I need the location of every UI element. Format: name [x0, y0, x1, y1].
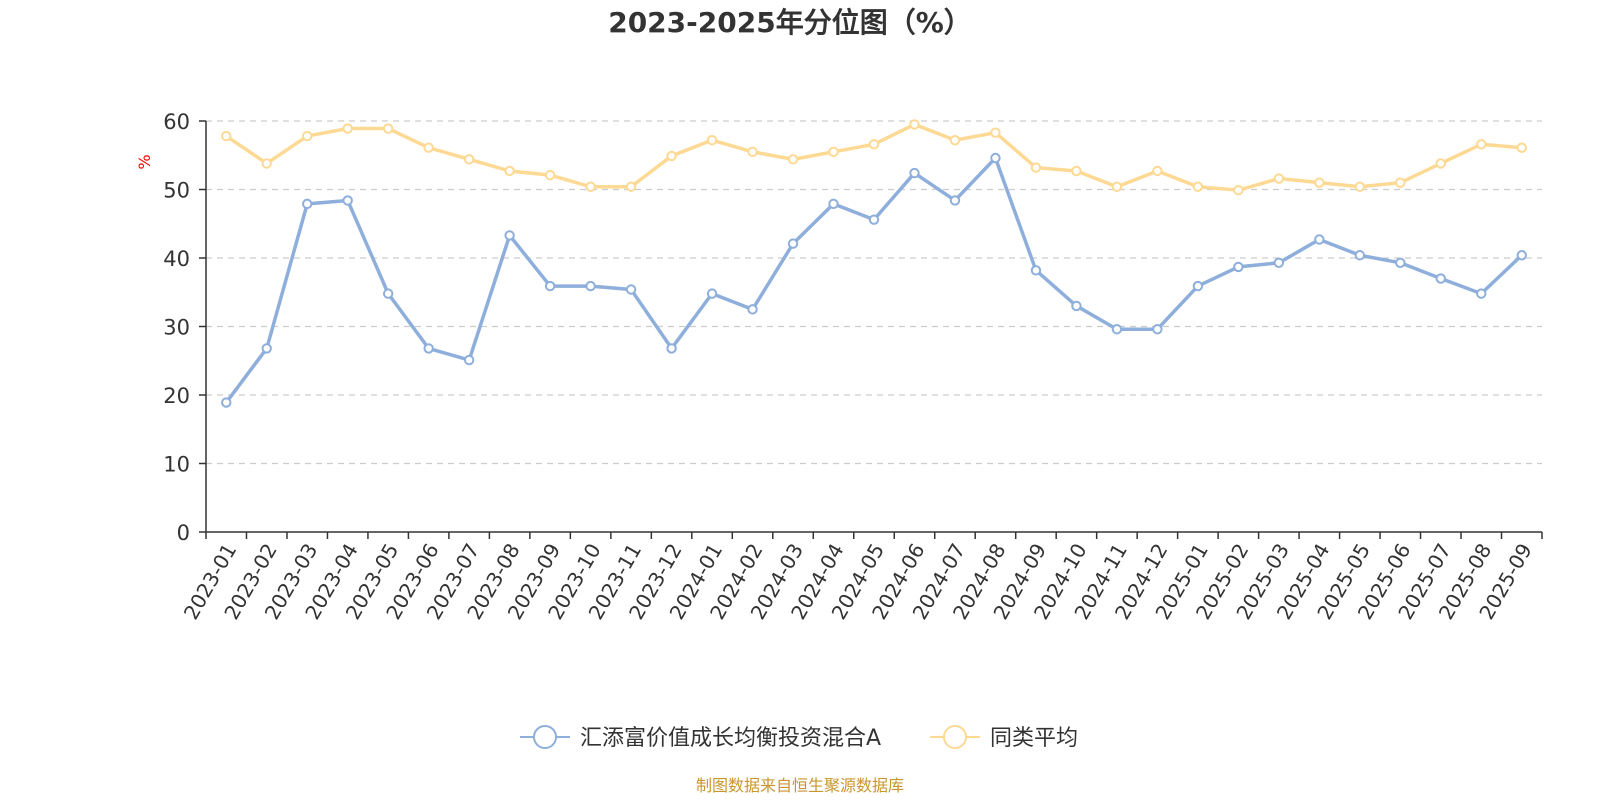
data-point-series-1[interactable]: [1516, 142, 1527, 153]
y-tick-label: 30: [163, 316, 190, 340]
data-point-series-1[interactable]: [1111, 181, 1123, 192]
data-point-series-0[interactable]: [585, 280, 596, 292]
data-point-series-0[interactable]: [1435, 273, 1446, 284]
data-point-series-0[interactable]: [1516, 250, 1527, 261]
data-point-series-1[interactable]: [787, 154, 799, 165]
data-point-series-0[interactable]: [625, 284, 637, 295]
data-point-series-1[interactable]: [1192, 181, 1204, 192]
data-point-series-1[interactable]: [828, 146, 839, 158]
data-point-series-0[interactable]: [423, 343, 434, 354]
data-point-series-1[interactable]: [625, 181, 637, 192]
data-point-series-0[interactable]: [221, 397, 232, 408]
data-point-series-1[interactable]: [1152, 165, 1163, 177]
data-point-series-1[interactable]: [706, 134, 718, 146]
data-point-series-1[interactable]: [382, 123, 394, 134]
data-point-series-0[interactable]: [1476, 288, 1487, 299]
data-point-series-0[interactable]: [706, 288, 718, 299]
y-tick-label: 20: [163, 384, 190, 408]
data-point-series-0[interactable]: [261, 343, 272, 354]
data-point-series-1[interactable]: [463, 154, 475, 165]
chart-title: 2023-2025年分位图（%）: [608, 6, 972, 39]
data-point-series-1[interactable]: [504, 165, 515, 177]
y-tick-label: 0: [177, 521, 190, 545]
data-point-series-0[interactable]: [1395, 257, 1406, 268]
data-point-series-1[interactable]: [585, 181, 596, 192]
data-point-series-0[interactable]: [990, 152, 1001, 164]
data-point-series-1[interactable]: [1395, 177, 1406, 188]
series-lines: [221, 119, 1527, 408]
grid-lines: [206, 120, 1542, 465]
series-line-1: [225, 122, 1522, 192]
data-point-series-1[interactable]: [747, 146, 758, 158]
data-point-series-0[interactable]: [747, 304, 758, 315]
data-point-series-0[interactable]: [868, 214, 880, 225]
data-point-series-1[interactable]: [1314, 177, 1325, 188]
data-point-series-1[interactable]: [1476, 139, 1487, 150]
legend-item-1[interactable]: 同类平均: [930, 725, 1078, 751]
data-point-series-0[interactable]: [302, 198, 313, 210]
data-point-series-0[interactable]: [909, 167, 920, 179]
axes: 01020304050602023-012023-022023-032023-0…: [163, 110, 1543, 624]
data-point-series-1[interactable]: [949, 134, 961, 146]
data-point-series-1[interactable]: [544, 169, 556, 181]
data-point-series-0[interactable]: [1354, 250, 1366, 261]
data-point-series-1[interactable]: [990, 127, 1001, 138]
data-point-series-1[interactable]: [909, 119, 920, 130]
data-point-series-0[interactable]: [1273, 257, 1285, 268]
data-point-series-1[interactable]: [1354, 181, 1366, 192]
data-point-series-1[interactable]: [261, 158, 272, 169]
legend: 汇添富价值成长均衡投资混合A 同类平均: [520, 725, 1078, 751]
data-point-series-0[interactable]: [949, 195, 961, 206]
series-line-0: [224, 156, 1523, 404]
data-point-series-1[interactable]: [1233, 184, 1244, 196]
data-point-series-1[interactable]: [221, 130, 232, 142]
data-point-series-1[interactable]: [1071, 165, 1082, 177]
data-point-series-0[interactable]: [1314, 234, 1325, 245]
data-point-series-0[interactable]: [342, 195, 353, 206]
data-point-series-1[interactable]: [868, 139, 880, 150]
data-point-series-0[interactable]: [1111, 324, 1123, 335]
data-point-series-0[interactable]: [1233, 261, 1244, 273]
data-point-series-0[interactable]: [666, 343, 677, 354]
source-note: 制图数据来自恒生聚源数据库: [696, 776, 904, 795]
legend-marker-icon: [533, 725, 557, 749]
data-point-series-0[interactable]: [1071, 300, 1082, 312]
data-point-series-1[interactable]: [342, 123, 353, 134]
data-point-series-0[interactable]: [463, 354, 475, 366]
y-tick-label: 40: [163, 247, 190, 271]
data-point-series-1[interactable]: [423, 142, 434, 153]
data-point-series-1[interactable]: [1273, 173, 1285, 184]
legend-label: 汇添富价值成长均衡投资混合A: [580, 726, 881, 751]
data-point-series-0[interactable]: [828, 198, 839, 210]
data-point-series-0[interactable]: [1192, 280, 1204, 292]
y-tick-label: 50: [163, 179, 190, 203]
legend-marker-icon: [943, 725, 967, 749]
data-point-series-0[interactable]: [382, 288, 394, 299]
y-tick-label: 60: [163, 110, 190, 134]
data-point-series-0[interactable]: [504, 230, 515, 241]
data-point-series-0[interactable]: [787, 238, 799, 249]
data-point-series-0[interactable]: [544, 280, 556, 292]
y-tick-label: 10: [163, 453, 190, 477]
data-point-series-1[interactable]: [1435, 158, 1446, 169]
y-axis-label: %: [135, 154, 154, 169]
legend-item-0[interactable]: 汇添富价值成长均衡投资混合A: [520, 725, 881, 751]
data-point-series-0[interactable]: [1152, 324, 1163, 335]
data-point-series-0[interactable]: [1030, 265, 1042, 276]
data-point-series-1[interactable]: [666, 150, 677, 162]
legend-label: 同类平均: [990, 726, 1078, 751]
data-point-series-1[interactable]: [1030, 162, 1042, 173]
data-point-series-1[interactable]: [302, 130, 313, 142]
